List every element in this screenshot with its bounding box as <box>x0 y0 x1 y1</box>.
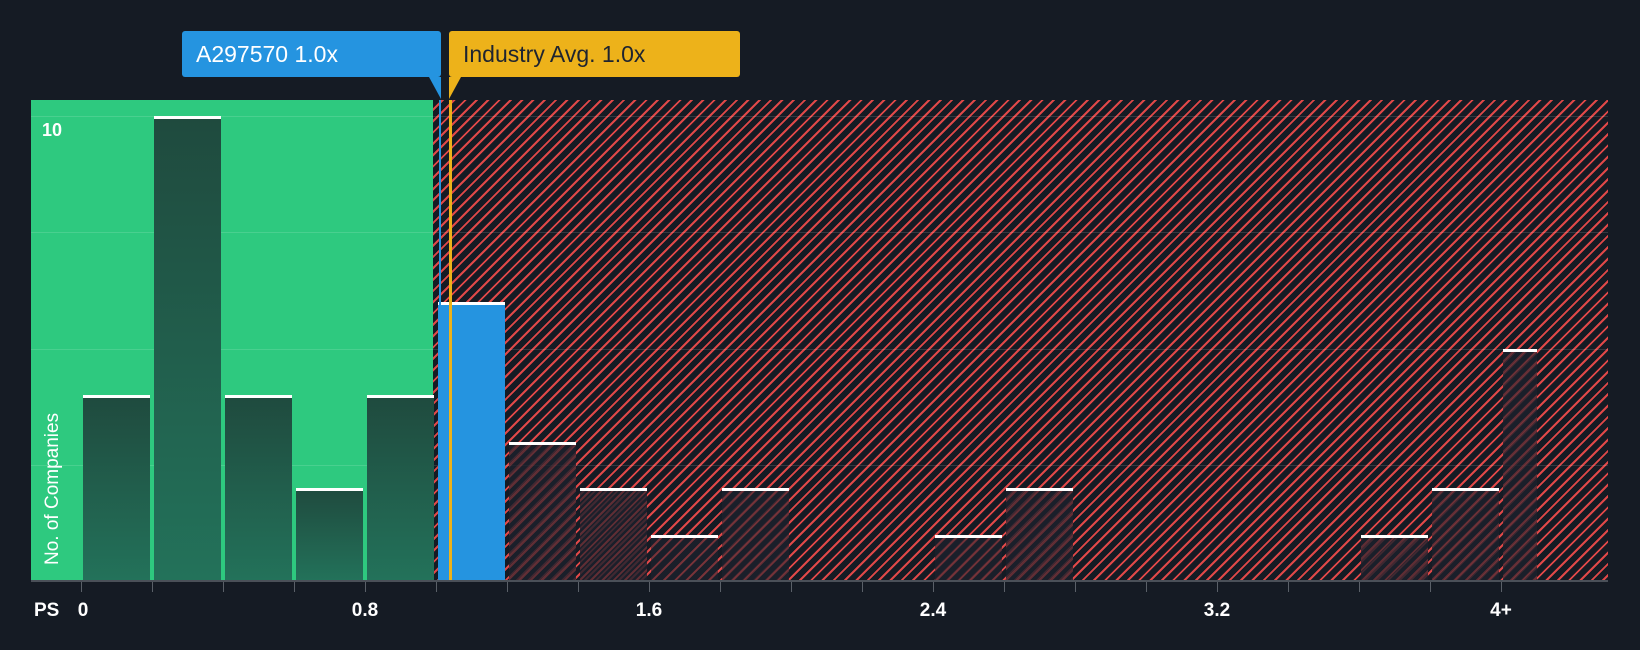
x-tick <box>81 582 82 592</box>
x-tick <box>649 582 650 592</box>
x-tick <box>1359 582 1360 592</box>
company-callout: A297570 1.0x <box>182 31 441 77</box>
histogram-bar <box>367 395 434 581</box>
x-tick-label: 0.8 <box>351 600 379 621</box>
x-tick <box>223 582 224 592</box>
x-tick <box>1146 582 1147 592</box>
x-tick <box>1004 582 1005 592</box>
x-tick-label: 4+ <box>1490 600 1512 621</box>
x-axis-line <box>31 580 1608 582</box>
histogram-bar <box>722 488 789 581</box>
bar-cap <box>296 488 363 491</box>
x-tick <box>578 582 579 592</box>
x-tick <box>294 582 295 592</box>
histogram-bar <box>154 116 221 581</box>
x-tick <box>1501 582 1502 592</box>
histogram-bar <box>935 534 1002 581</box>
bar-cap <box>367 395 434 398</box>
industry-marker-line <box>449 100 452 581</box>
gridline <box>31 348 1608 350</box>
y-axis-title: No. of Companies <box>42 412 63 565</box>
x-tick <box>152 582 153 592</box>
x-tick <box>862 582 863 592</box>
x-tick-label: 0 <box>77 600 89 621</box>
bar-cap <box>1503 348 1537 352</box>
bar-cap <box>580 488 647 491</box>
bar-cap <box>651 534 718 538</box>
bar-cap <box>225 395 292 398</box>
x-tick <box>1288 582 1289 592</box>
histogram-bar <box>1006 488 1073 581</box>
histogram-bar <box>83 395 150 581</box>
x-tick <box>1430 582 1431 592</box>
bar-cap <box>438 302 505 305</box>
x-tick <box>436 582 437 592</box>
industry-callout: Industry Avg. 1.0x <box>449 31 740 77</box>
bar-cap <box>83 395 150 398</box>
x-tick-label: 1.6 <box>635 600 663 621</box>
histogram-bar <box>296 488 363 581</box>
industry-callout-pointer <box>449 77 461 99</box>
histogram-bar <box>1432 488 1499 581</box>
bar-cap <box>509 441 576 445</box>
x-tick-label: 2.4 <box>919 600 947 621</box>
bar-cap <box>935 534 1002 538</box>
histogram-bar <box>1503 348 1537 581</box>
gridline <box>31 116 1608 117</box>
x-tick <box>507 582 508 592</box>
bar-cap <box>1006 488 1073 491</box>
x-tick <box>365 582 366 592</box>
x-tick-label: 3.2 <box>1203 600 1231 621</box>
x-tick <box>933 582 934 592</box>
company-marker-line <box>439 100 441 581</box>
x-axis-title: PS <box>34 600 60 621</box>
bar-cap <box>154 116 221 119</box>
bar-cap <box>722 488 789 491</box>
x-tick <box>1075 582 1076 592</box>
bar-cap <box>1432 488 1499 491</box>
histogram-bar <box>509 441 576 581</box>
histogram-bar <box>225 395 292 581</box>
company-callout-pointer <box>429 77 441 99</box>
x-tick <box>791 582 792 592</box>
x-tick <box>1217 582 1218 592</box>
histogram-bar <box>580 488 647 581</box>
bar-cap <box>1361 534 1428 538</box>
histogram-bar <box>651 534 718 581</box>
y-axis-max-label: 10 <box>42 120 63 140</box>
gridline <box>31 232 1608 234</box>
x-tick <box>720 582 721 592</box>
histogram-bar <box>1361 534 1428 581</box>
gridline <box>31 464 1608 466</box>
